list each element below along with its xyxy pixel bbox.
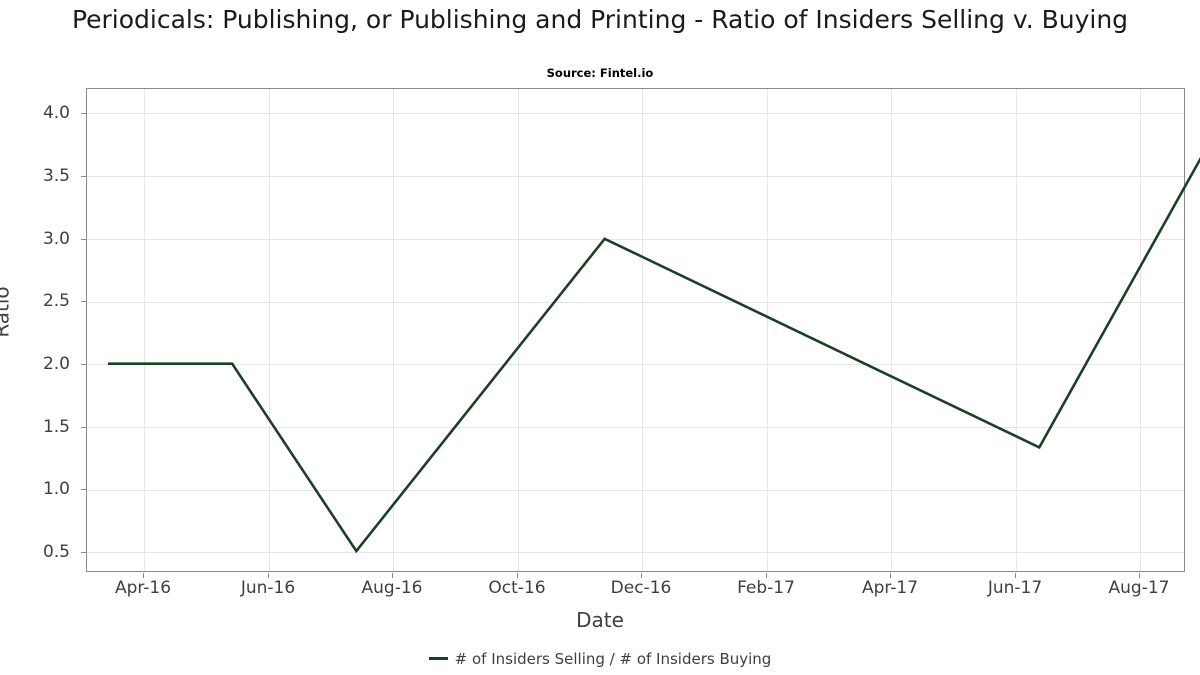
x-tick-mark: [517, 573, 518, 578]
gridline-vertical: [518, 89, 519, 571]
x-tick-label: Jun-17: [987, 578, 1043, 598]
gridline-vertical: [144, 89, 145, 571]
gridline-vertical: [1016, 89, 1017, 571]
y-tick-mark: [81, 427, 86, 428]
series-line-insiders-selling-buying: [107, 156, 1200, 554]
legend-line-swatch-icon: [428, 657, 448, 660]
gridline-horizontal: [87, 239, 1184, 240]
y-tick-label: 3.0: [42, 229, 70, 249]
x-tick-mark: [641, 573, 642, 578]
gridline-horizontal: [87, 176, 1184, 177]
x-tick-mark: [392, 573, 393, 578]
x-tick-label: Dec-16: [610, 578, 672, 598]
y-tick-mark: [81, 364, 86, 365]
y-tick-mark: [81, 176, 86, 177]
x-tick-label: Apr-17: [861, 578, 919, 598]
gridline-horizontal: [87, 427, 1184, 428]
gridline-horizontal: [87, 302, 1184, 303]
y-tick-label: 4.0: [42, 103, 70, 123]
y-tick-mark: [81, 489, 86, 490]
x-tick-label: Aug-17: [1108, 578, 1170, 598]
gridline-vertical: [891, 89, 892, 571]
y-tick-mark: [81, 301, 86, 302]
gridline-vertical: [642, 89, 643, 571]
legend-label: # of Insiders Selling / # of Insiders Bu…: [454, 649, 772, 668]
series-line-chart: [107, 156, 1200, 554]
y-tick-mark: [81, 552, 86, 553]
y-tick-mark: [81, 113, 86, 114]
gridline-horizontal: [87, 113, 1184, 114]
legend-entry: # of Insiders Selling / # of Insiders Bu…: [428, 649, 772, 668]
y-tick-label: 1.5: [42, 417, 70, 437]
y-tick-label: 2.0: [42, 354, 70, 374]
gridline-horizontal: [87, 552, 1184, 553]
x-tick-label: Oct-16: [488, 578, 546, 598]
gridline-vertical: [393, 89, 394, 571]
x-tick-label: Aug-16: [361, 578, 423, 598]
y-axis-tick-labels: 4.0 3.5 3.0 2.5 2.0 1.5 1.0 0.5: [0, 0, 78, 675]
x-tick-mark: [1139, 573, 1140, 578]
x-tick-mark: [268, 573, 269, 578]
x-tick-label: Feb-17: [737, 578, 795, 598]
x-tick-label: Jun-16: [240, 578, 296, 598]
x-tick-mark: [890, 573, 891, 578]
gridline-horizontal: [87, 364, 1184, 365]
x-tick-label: Apr-16: [114, 578, 172, 598]
chart-title: Periodicals: Publishing, or Publishing a…: [71, 5, 1129, 34]
y-tick-mark: [81, 239, 86, 240]
x-axis-title: Date: [576, 608, 624, 632]
x-tick-mark: [766, 573, 767, 578]
chart-legend: # of Insiders Selling / # of Insiders Bu…: [0, 646, 1200, 668]
x-tick-mark: [1015, 573, 1016, 578]
gridline-horizontal: [87, 490, 1184, 491]
gridline-vertical: [767, 89, 768, 571]
y-tick-label: 2.5: [42, 291, 70, 311]
chart-subtitle: Source: Fintel.io: [546, 66, 654, 80]
gridline-vertical: [269, 89, 270, 571]
gridline-vertical: [1140, 89, 1141, 571]
x-tick-mark: [143, 573, 144, 578]
y-tick-label: 3.5: [42, 166, 70, 186]
y-tick-label: 0.5: [42, 542, 70, 562]
plot-area: [86, 88, 1200, 572]
y-tick-label: 1.0: [42, 479, 70, 499]
